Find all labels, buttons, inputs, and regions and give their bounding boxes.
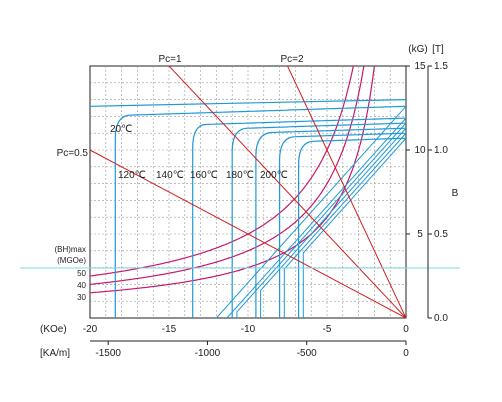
intrinsic-curve (231, 122, 406, 318)
load-line (168, 66, 406, 318)
temp-label-200: 200℃ (260, 170, 288, 181)
koe-tick-label: -5 (323, 324, 332, 335)
normal-curve (302, 137, 406, 318)
koe-tick-label: -10 (241, 324, 256, 335)
kg-unit-label: (kG) (408, 44, 427, 55)
normal-curve (283, 132, 406, 318)
b-axis-label: B (452, 188, 459, 199)
koe-tick-label: -15 (162, 324, 177, 335)
energy-tick-30: 30 (77, 293, 86, 302)
mgoe-label: (MGOe) (57, 256, 86, 265)
temp-label-20: 20℃ (110, 124, 132, 135)
normal-curve (260, 127, 406, 318)
kam-unit-label: [KA/m] (40, 348, 70, 359)
t-tick-label: 1.0 (434, 145, 448, 156)
pc05-label: Pc=0.5 (57, 148, 89, 159)
koe-tick-label: 0 (403, 324, 409, 335)
t-tick-label: 0.0 (434, 313, 448, 324)
kam-tick-label: -1000 (195, 348, 221, 359)
temp-label-140: 140℃ (156, 170, 184, 181)
t-unit-label: [T] (432, 44, 444, 55)
energy-tick-40: 40 (77, 281, 86, 290)
load-line (286, 66, 406, 318)
pc2-label: Pc=2 (280, 54, 304, 65)
energy-tick-50: 50 (77, 269, 86, 278)
normal-curve (226, 117, 406, 318)
kam-tick-label: 0 (403, 348, 409, 359)
load-line (90, 149, 406, 318)
koe-tick-label: -20 (83, 324, 98, 335)
kam-axis-ticks: -1500 -1000 -500 0 (95, 341, 409, 359)
t-tick-label: 0.5 (434, 229, 448, 240)
bhmax-label: (BH)max (54, 245, 86, 254)
demagnetization-curves (90, 99, 406, 318)
intrinsic-curve (114, 105, 406, 318)
grid (90, 66, 406, 318)
intrinsic-curve (279, 132, 406, 318)
t-axis-ticks: 0.0 0.5 1.0 1.5 (428, 61, 448, 324)
normal-curve (236, 122, 406, 318)
intrinsic-curve-20c-top (90, 99, 406, 107)
kam-tick-label: -500 (297, 348, 317, 359)
kg-tick-label: 5 (417, 229, 423, 240)
kg-tick-label: 15 (414, 61, 426, 72)
kam-tick-label: -1500 (95, 348, 121, 359)
intrinsic-curve (255, 127, 406, 318)
koe-unit-label: (KOe) (40, 324, 67, 335)
koe-axis-ticks: -20 -15 -10 -5 0 (83, 324, 409, 335)
temp-label-160: 160℃ (190, 170, 218, 181)
pc1-label: Pc=1 (158, 54, 182, 65)
load-lines (90, 66, 406, 318)
energy-curve (90, 66, 365, 285)
kg-tick-label: 10 (414, 145, 426, 156)
intrinsic-curve (192, 117, 406, 318)
energy-curve (90, 66, 354, 277)
temp-label-120: 120℃ (118, 170, 146, 181)
kg-axis-ticks: 5 10 15 (406, 61, 426, 240)
intrinsic-curve (298, 137, 406, 318)
temp-label-180: 180℃ (226, 170, 254, 181)
normal-curve (216, 105, 406, 318)
t-tick-label: 1.5 (434, 61, 448, 72)
